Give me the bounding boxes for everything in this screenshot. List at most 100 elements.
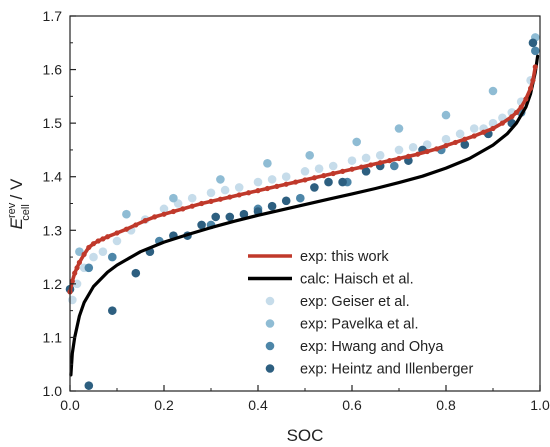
data-point	[518, 104, 524, 110]
data-point	[199, 200, 205, 207]
data-point	[490, 125, 496, 132]
legend-marker	[265, 296, 275, 306]
y-axis-title-sup: rev	[6, 202, 18, 218]
legend: exp: this work calc: Haisch et al. exp: Ge…	[248, 249, 473, 378]
data-point	[387, 158, 393, 164]
data-point	[274, 183, 280, 189]
data-point	[441, 134, 451, 144]
data-point	[310, 183, 319, 192]
data-point	[330, 170, 336, 177]
legend-label: exp: Geiser et al.	[300, 294, 410, 310]
data-point	[513, 109, 520, 116]
data-point	[405, 153, 411, 159]
data-point	[300, 167, 310, 176]
data-point	[98, 247, 108, 257]
data-point	[72, 270, 78, 276]
data-point	[394, 124, 404, 133]
legend-label: calc: Haisch et al.	[300, 272, 414, 288]
data-point	[72, 279, 82, 289]
data-point	[523, 96, 529, 102]
data-point	[283, 181, 289, 187]
data-point	[471, 133, 477, 139]
data-point	[208, 198, 214, 204]
data-point	[76, 259, 82, 266]
data-point	[74, 265, 80, 271]
y-tick-label: 1.2	[43, 276, 63, 292]
data-point	[434, 146, 440, 152]
x-tick-label: 0.6	[342, 397, 362, 413]
data-point	[296, 193, 305, 203]
axes-layer: 0.0 0.2 0.4 0.6 0.8 1.0 1.0 1.1 1.2 1.3 1.4 1.5 1.6 1…	[43, 8, 550, 413]
y-tick-label: 1.6	[43, 62, 63, 78]
x-tick-label: 0.2	[154, 397, 174, 413]
data-point	[361, 167, 371, 176]
legend-marker	[265, 319, 275, 328]
legend-label: exp: Pavelka et al.	[300, 317, 419, 333]
data-point	[281, 196, 291, 206]
data-point	[131, 268, 141, 278]
y-axis-title: Erev cell / V	[6, 178, 32, 229]
data-point	[452, 139, 458, 146]
data-point	[499, 120, 505, 126]
data-point	[170, 208, 176, 215]
y-axis-title-sub: cell	[20, 204, 32, 221]
data-point	[441, 110, 451, 120]
data-point	[455, 129, 465, 139]
legend-label: exp: this work	[300, 249, 389, 265]
data-point	[469, 124, 479, 133]
data-point	[443, 143, 449, 149]
data-point	[169, 193, 178, 203]
data-point	[338, 177, 347, 187]
y-tick-label: 1.3	[43, 222, 63, 238]
data-point	[488, 86, 498, 96]
data-point	[225, 212, 235, 222]
data-point	[509, 114, 515, 120]
data-point	[89, 252, 98, 262]
x-tick-label: 1.0	[530, 397, 550, 413]
data-point	[68, 295, 77, 305]
data-point	[424, 148, 430, 155]
data-point	[530, 77, 536, 83]
x-tick-label: 0.4	[248, 397, 268, 413]
data-point	[481, 129, 487, 135]
data-point	[408, 142, 418, 152]
data-point	[263, 159, 272, 168]
legend-label: exp: Heintz and Illenberger	[300, 362, 473, 378]
data-point	[159, 204, 169, 214]
data-point	[528, 85, 534, 91]
data-point	[314, 164, 324, 173]
data-point	[377, 160, 383, 166]
data-point	[211, 212, 220, 222]
data-point	[281, 172, 291, 182]
data-point	[133, 222, 139, 228]
data-point	[531, 46, 540, 56]
data-point	[75, 247, 84, 257]
data-point	[152, 214, 158, 220]
data-point	[375, 150, 385, 160]
data-point	[95, 238, 101, 244]
data-point	[368, 162, 374, 168]
data-point	[84, 381, 94, 390]
data-point	[112, 236, 122, 246]
data-point	[396, 155, 402, 162]
data-point	[206, 188, 216, 198]
legend-marker	[265, 341, 275, 351]
data-point	[234, 183, 244, 192]
data-point	[311, 175, 317, 181]
data-point	[460, 140, 470, 149]
x-tick-label: 0.8	[436, 397, 456, 413]
data-point	[217, 196, 223, 202]
x-axis-title: SOC	[287, 426, 324, 445]
data-point	[122, 209, 131, 219]
data-point	[532, 64, 538, 70]
y-axis-title-unit: / V	[7, 178, 26, 204]
data-point	[349, 166, 355, 172]
data-point	[161, 211, 167, 217]
data-point	[227, 194, 233, 200]
y-tick-label: 1.7	[43, 8, 63, 24]
data-point	[340, 168, 346, 174]
data-point	[324, 177, 333, 187]
data-point	[69, 278, 75, 284]
data-point	[293, 179, 299, 185]
